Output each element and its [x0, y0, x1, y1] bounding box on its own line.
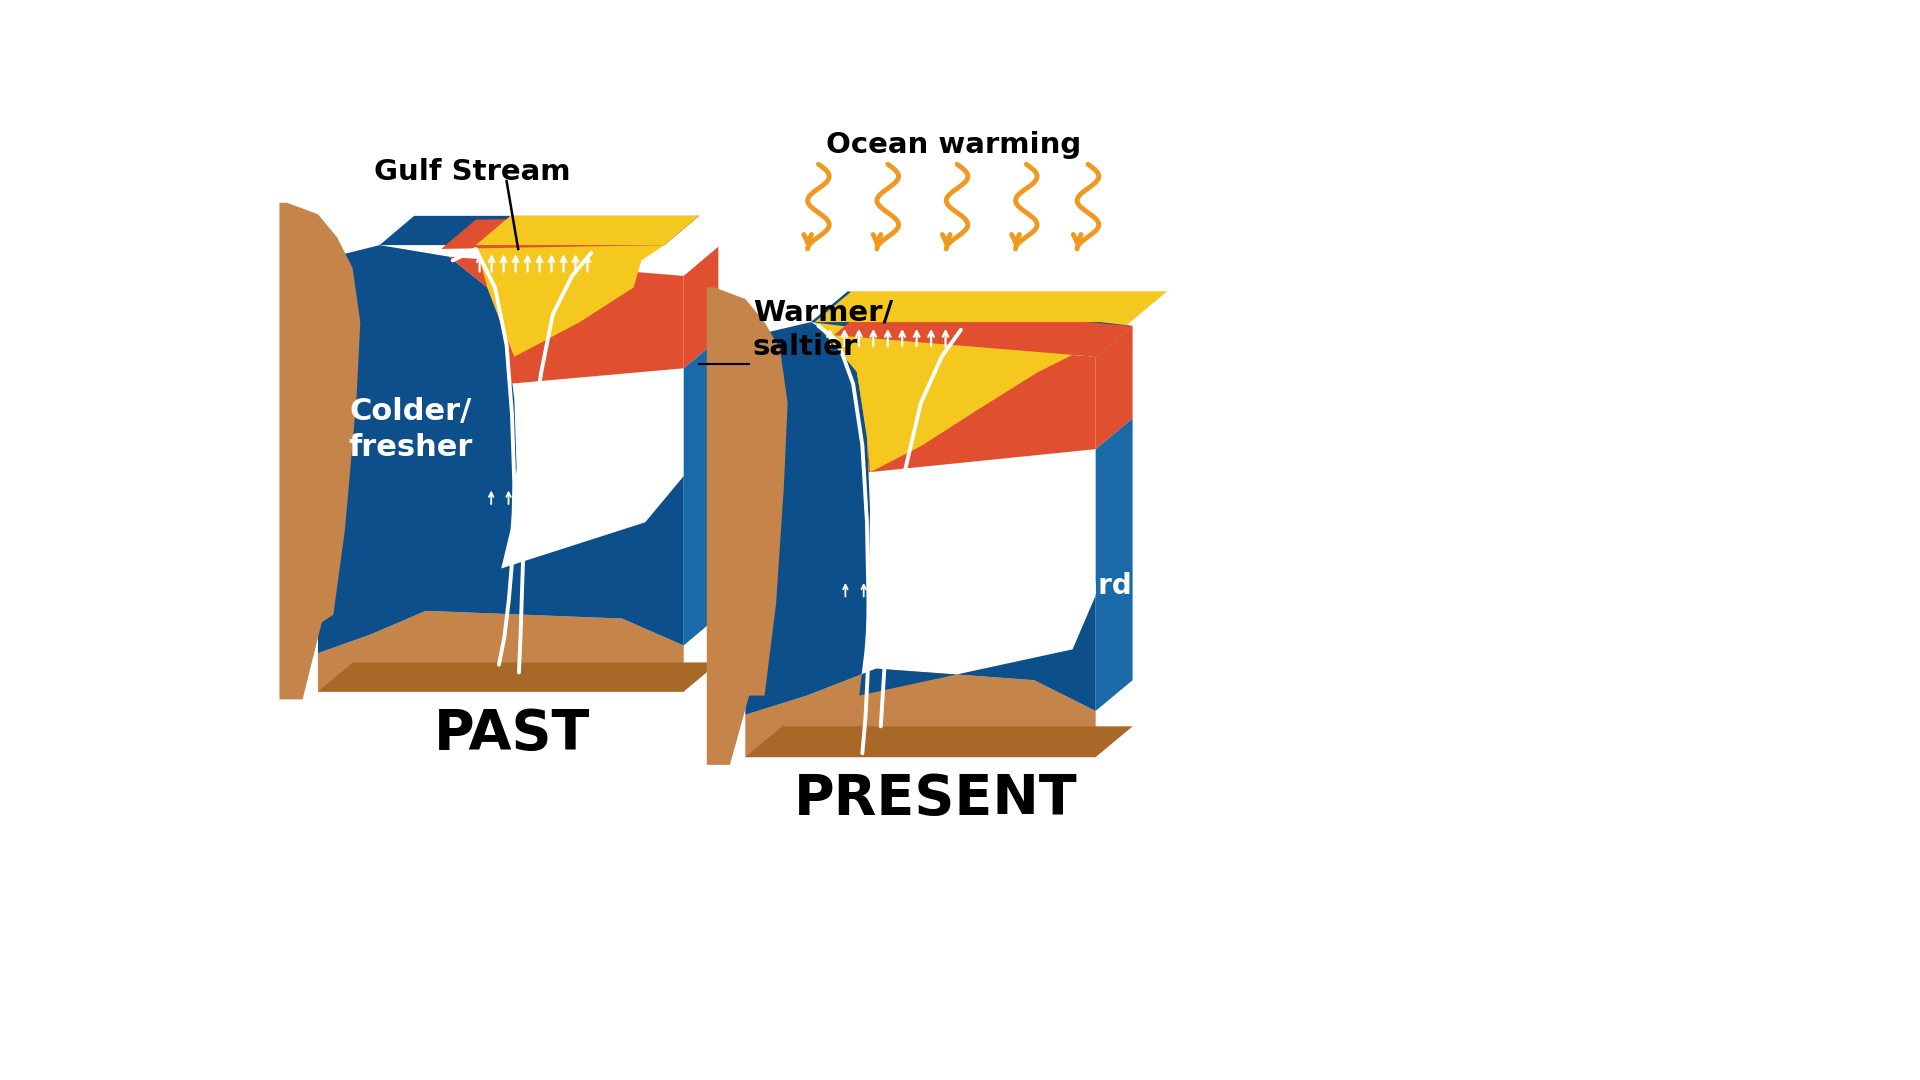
Polygon shape — [707, 287, 787, 765]
Polygon shape — [280, 203, 361, 700]
Text: Warmer/
saltier: Warmer/ saltier — [753, 298, 893, 361]
Polygon shape — [319, 662, 718, 691]
Text: PRESENT: PRESENT — [793, 772, 1077, 826]
Polygon shape — [684, 339, 718, 646]
Polygon shape — [1096, 418, 1133, 711]
Polygon shape — [442, 216, 699, 249]
Text: Shift toward
coast: Shift toward coast — [937, 572, 1131, 634]
Text: Colder/
fresher: Colder/ fresher — [348, 397, 472, 462]
Polygon shape — [837, 337, 1096, 472]
Polygon shape — [449, 257, 684, 383]
Polygon shape — [745, 727, 1133, 757]
Polygon shape — [745, 322, 1096, 715]
Polygon shape — [476, 216, 699, 245]
Polygon shape — [1096, 326, 1133, 449]
Polygon shape — [684, 246, 718, 368]
Polygon shape — [814, 292, 1167, 322]
Polygon shape — [319, 245, 684, 653]
Text: Gulf Stream: Gulf Stream — [374, 158, 570, 186]
Text: Ocean warming: Ocean warming — [826, 131, 1081, 159]
Polygon shape — [319, 611, 684, 691]
Polygon shape — [380, 216, 699, 245]
Text: PAST: PAST — [434, 707, 589, 761]
Polygon shape — [745, 669, 1096, 757]
Polygon shape — [833, 305, 1133, 356]
Polygon shape — [476, 245, 664, 356]
Polygon shape — [814, 322, 1131, 472]
Polygon shape — [810, 292, 1133, 356]
